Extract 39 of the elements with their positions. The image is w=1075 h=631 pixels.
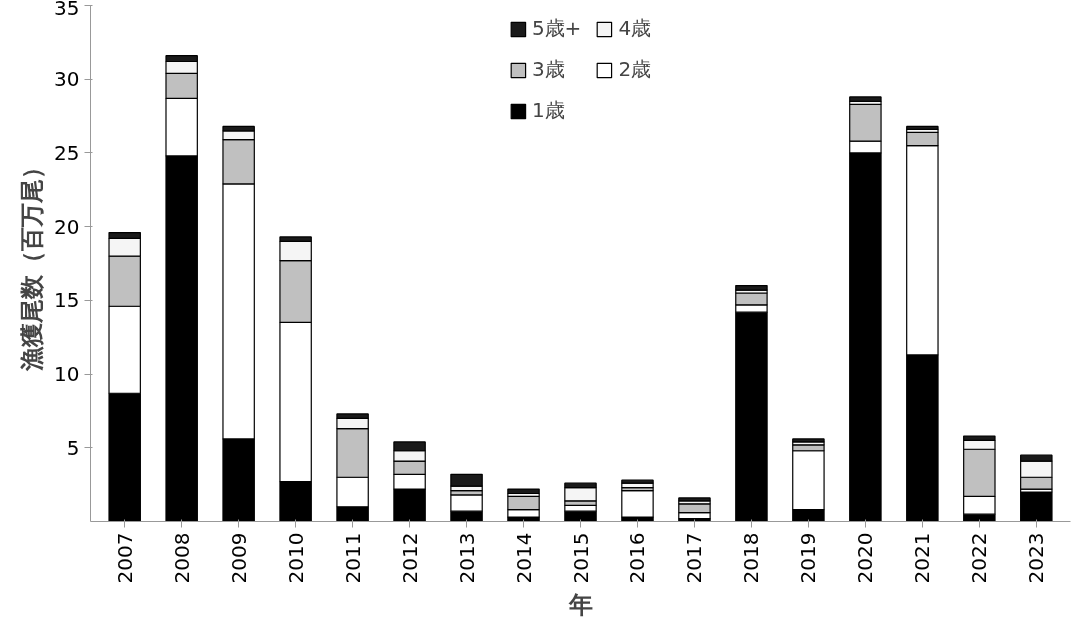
legend-label: 2歳 <box>618 56 652 83</box>
x-tick-label: 2013 <box>454 532 479 584</box>
x-tick-label: 2009 <box>226 532 251 584</box>
y-tick-label: 20 <box>54 214 80 239</box>
bar <box>849 96 882 102</box>
legend-label: 4歳 <box>618 15 652 42</box>
legend-label: 1歳 <box>531 97 565 124</box>
bar <box>450 473 483 487</box>
x-tick-label: 2018 <box>739 532 764 584</box>
x-tick-label: 2016 <box>625 532 650 584</box>
y-tick-label: 35 <box>54 0 80 20</box>
x-tick-label: 2020 <box>853 532 878 584</box>
y-tick-label: 25 <box>54 140 80 165</box>
x-tick-label: 2015 <box>568 532 593 584</box>
y-tick-label: 10 <box>54 362 80 387</box>
x-tick-label: 2014 <box>511 532 536 584</box>
x-tick-label: 2008 <box>169 532 194 584</box>
bar <box>507 488 540 495</box>
bar <box>564 486 597 502</box>
legend-label: 5歳+ <box>531 15 582 42</box>
legend-label: 3歳 <box>531 56 565 83</box>
x-axis-title: 年 <box>567 591 593 620</box>
x-tick-label: 2023 <box>1024 532 1049 584</box>
x-tick-label: 2017 <box>682 532 707 584</box>
x-tick-label: 2011 <box>340 532 365 584</box>
y-tick-label: 15 <box>54 288 80 313</box>
x-tick-label: 2007 <box>112 532 137 584</box>
y-axis-title: 漁獲尾数（百万尾） <box>18 155 47 373</box>
bar <box>621 489 654 518</box>
x-tick-label: 2010 <box>283 532 308 584</box>
x-tick-label: 2022 <box>967 532 992 584</box>
y-tick-label: 30 <box>54 67 80 92</box>
y-tick-label: 5 <box>66 435 80 460</box>
bar <box>735 285 768 291</box>
bar <box>621 479 654 484</box>
x-tick-label: 2012 <box>397 532 422 584</box>
bar <box>1020 491 1053 522</box>
x-tick-label: 2021 <box>910 532 935 584</box>
x-tick-label: 2019 <box>796 532 821 584</box>
